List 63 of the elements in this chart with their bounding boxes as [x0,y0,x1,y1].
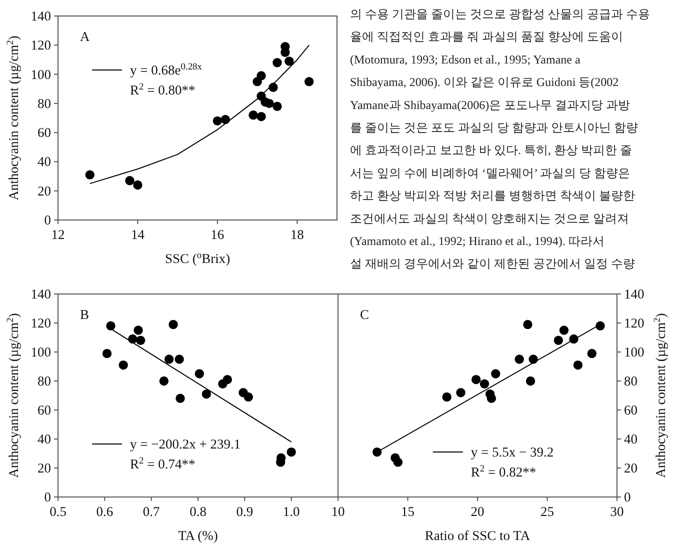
annotation: A [80,29,90,44]
x-tick-label: 0.7 [142,504,160,519]
y-tick-label: 120 [30,38,52,53]
x-axis-title: SSC ($^{o}$Brix) [164,251,230,266]
y-tick-label: 140 [30,286,52,302]
y-tick-label: 80 [624,374,638,388]
x-tick-label: 0.9 [236,504,254,519]
annotation: R$^{2}$ = 0.80** [130,82,196,98]
annotation: C [360,307,370,322]
text: 를 줄이는 것은 포도 과실의 당 함량과 안토시아닌 함량 [350,120,638,134]
x-tick-label: 10 [331,504,345,519]
x-tick-label: 0.6 [96,504,114,519]
x-tick-label: 30 [610,504,624,519]
text: 율에 직접적인 효과를 줘 과실의 품질 향상에 도움이 [350,30,623,44]
text: (Yamamoto et al., 1992; Hirano et al., 1994). 따라서 [350,234,604,248]
y-tick-label: 0 [624,490,631,504]
x-tick-label: 20 [470,504,484,519]
x-tick-label: 16 [210,227,224,242]
x-axis-title: Ratio of SSC to TA [424,528,530,543]
y-tick-label: 120 [30,316,52,330]
y-tick-label: 140 [30,8,52,24]
y-tick-label: 140 [624,286,644,302]
legend-label: y = 5.5x − 39.2 [470,444,554,460]
y-tick-label: 40 [38,154,52,170]
text: 조건에서도 과실의 착색이 양호해지는 것으로 알려져 [350,211,629,226]
x-tick-label: 1.0 [282,504,300,519]
y-tick-label: 100 [30,66,52,82]
y-tick-label: 40 [38,432,52,446]
annotation: R$^{2}$ = 0.82** [470,464,536,480]
text: 서는 잎의 수에 비례하여 ‘델라웨어’ 과실의 당 함량은 [350,166,630,180]
x-axis-title: TA (%) [178,528,218,543]
y-tick-label: 80 [38,374,52,388]
legend-label: y = 0.68e$^{0.28x}$ [130,62,202,78]
y-tick-label: 20 [38,183,52,198]
text: 에 효과적이라고 보고한 바 있다. 특히, 환상 박피한 줄 [350,143,632,158]
y-tick-label: 40 [624,432,638,446]
annotation: R$^{2}$ = 0.74** [130,456,196,472]
x-tick-label: 18 [290,227,304,242]
y-tick-label: 120 [624,316,644,330]
annotation: B [80,307,90,322]
y-tick-label: 100 [624,344,644,360]
text: 하고 환상 박피와 적방 처리를 병행하면 착색이 불량한 [350,188,635,203]
text: Yamane과 Shibayama(2006)은 포도나무 결과지당 과방 [350,98,630,112]
x-tick-label: 15 [401,504,415,519]
text: (Motomura, 1993; Edson et al., 1995; Yamane a [350,52,581,66]
y-tick-label: 0 [44,490,52,504]
y-tick-label: 100 [30,344,52,360]
x-tick-label: 12 [51,227,65,242]
y-tick-label: 0 [44,212,52,228]
y-tick-label: 60 [38,402,52,418]
text: Shibayama, 2006). 이와 같은 이유로 Guidoni 등(2002 [350,75,619,90]
x-tick-label: 14 [130,227,145,242]
y-tick-label: 60 [38,125,52,140]
y-tick-label: 20 [38,460,52,476]
y-tick-label: 80 [38,96,52,111]
x-tick-label: 0.5 [50,504,67,519]
x-tick-label: 25 [540,504,554,519]
y-tick-label: 20 [624,460,638,476]
text: 설 재배의 경우에서와 같이 제한된 공간에서 일정 수량 [350,256,635,271]
x-tick-label: 0.8 [190,504,207,519]
text: 의 수용 기관을 줄이는 것으로 광합성 산물의 공급과 수용 [350,7,650,21]
legend-label: y = −200.2x + 239.1 [130,436,241,452]
y-tick-label: 60 [624,402,638,418]
